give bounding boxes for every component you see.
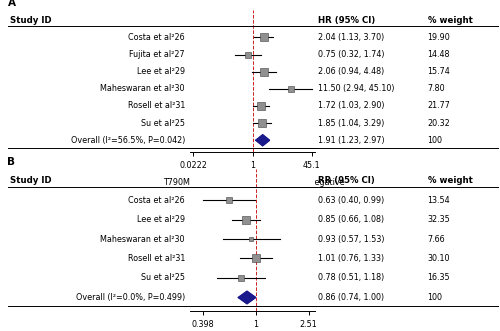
Text: Costa et al²26: Costa et al²26 — [128, 196, 185, 205]
Text: 100: 100 — [428, 136, 442, 145]
Text: 13.54: 13.54 — [428, 196, 450, 205]
Text: B: B — [8, 157, 16, 167]
Polygon shape — [256, 135, 270, 146]
Text: Fujita et al²27: Fujita et al²27 — [130, 50, 185, 59]
Text: 7.66: 7.66 — [428, 234, 445, 244]
Text: 11.50 (2.94, 45.10): 11.50 (2.94, 45.10) — [318, 84, 394, 93]
Text: Rosell et al²31: Rosell et al²31 — [128, 102, 185, 111]
Text: Su et al²25: Su et al²25 — [141, 273, 185, 282]
Text: Lee et al²29: Lee et al²29 — [137, 67, 185, 76]
Text: 1.85 (1.04, 3.29): 1.85 (1.04, 3.29) — [318, 118, 384, 128]
Text: Costa et al²26: Costa et al²26 — [128, 33, 185, 42]
Text: Lee et al²29: Lee et al²29 — [137, 215, 185, 224]
Text: 7.80: 7.80 — [428, 84, 445, 93]
Text: Su et al²25: Su et al²25 — [141, 118, 185, 128]
Text: 0.86 (0.74, 1.00): 0.86 (0.74, 1.00) — [318, 293, 384, 302]
Text: 0.78 (0.51, 1.18): 0.78 (0.51, 1.18) — [318, 273, 384, 282]
Text: Maheswaran et al²30: Maheswaran et al²30 — [100, 234, 185, 244]
Text: Overall (I²=56.5%, P=0.042): Overall (I²=56.5%, P=0.042) — [70, 136, 185, 145]
Text: 0.85 (0.66, 1.08): 0.85 (0.66, 1.08) — [318, 215, 384, 224]
Text: 1.91 (1.23, 2.97): 1.91 (1.23, 2.97) — [318, 136, 384, 145]
Text: % weight: % weight — [428, 176, 472, 185]
Text: 0.63 (0.40, 0.99): 0.63 (0.40, 0.99) — [318, 196, 384, 205]
Text: 19.90: 19.90 — [428, 33, 450, 42]
Text: 30.10: 30.10 — [428, 254, 450, 263]
Text: Study ID: Study ID — [10, 16, 51, 25]
Text: Overall (I²=0.0%, P=0.499): Overall (I²=0.0%, P=0.499) — [76, 293, 185, 302]
Text: HR (95% CI): HR (95% CI) — [318, 16, 375, 25]
Text: Study ID: Study ID — [10, 176, 51, 185]
Text: 14.48: 14.48 — [428, 50, 450, 59]
Polygon shape — [238, 291, 256, 304]
Text: Rosell et al²31: Rosell et al²31 — [128, 254, 185, 263]
Text: 32.35: 32.35 — [428, 215, 450, 224]
Text: T790M positive: T790M positive — [163, 178, 224, 187]
Text: 2.06 (0.94, 4.48): 2.06 (0.94, 4.48) — [318, 67, 384, 76]
Text: 2.04 (1.13, 3.70): 2.04 (1.13, 3.70) — [318, 33, 384, 42]
Text: 0.93 (0.57, 1.53): 0.93 (0.57, 1.53) — [318, 234, 384, 244]
Text: 15.74: 15.74 — [428, 67, 450, 76]
Text: T790M negative: T790M negative — [280, 178, 344, 187]
Text: RR (95% CI): RR (95% CI) — [318, 176, 374, 185]
Text: A: A — [8, 0, 16, 8]
Text: % weight: % weight — [428, 16, 472, 25]
Text: 0.75 (0.32, 1.74): 0.75 (0.32, 1.74) — [318, 50, 384, 59]
Text: 20.32: 20.32 — [428, 118, 450, 128]
Text: 21.77: 21.77 — [428, 102, 450, 111]
Text: Maheswaran et al²30: Maheswaran et al²30 — [100, 84, 185, 93]
Text: 1.72 (1.03, 2.90): 1.72 (1.03, 2.90) — [318, 102, 384, 111]
Text: 16.35: 16.35 — [428, 273, 450, 282]
Text: 1.01 (0.76, 1.33): 1.01 (0.76, 1.33) — [318, 254, 384, 263]
Text: 100: 100 — [428, 293, 442, 302]
